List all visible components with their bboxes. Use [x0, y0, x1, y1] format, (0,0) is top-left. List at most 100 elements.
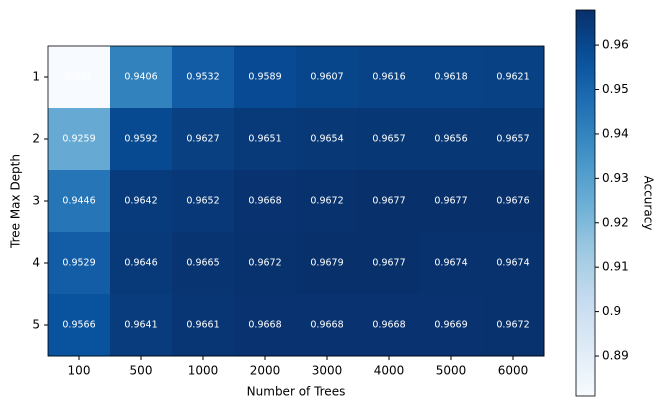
cell-value-label: 0.9676	[496, 196, 529, 207]
heatmap-cell	[358, 46, 421, 109]
heatmap-cell	[172, 108, 235, 171]
heatmap-cell	[172, 46, 235, 109]
cell-value-label: 0.9665	[186, 258, 219, 269]
heatmap-cell	[110, 294, 173, 357]
heatmap-cell	[420, 46, 483, 109]
cell-value-label: 0.9651	[248, 134, 281, 145]
heatmap-cell	[296, 170, 359, 233]
x-tick-label: 1000	[188, 364, 219, 378]
heatmap-cell	[482, 170, 545, 233]
heatmap-cell	[420, 170, 483, 233]
cell-value-label: 0.9592	[124, 134, 157, 145]
colorbar-tick-label: 0.96	[602, 38, 629, 52]
cell-value-label: 0.9657	[496, 134, 529, 145]
heatmap-cell	[110, 108, 173, 171]
cell-value-label: 0.9672	[310, 196, 343, 207]
cell-value-label: 0.9616	[372, 72, 405, 83]
cell-value-label: 0.9661	[186, 320, 219, 331]
x-axis-label: Number of Trees	[247, 385, 346, 399]
colorbar-tick-label: 0.9	[602, 304, 621, 318]
heatmap-cell	[110, 232, 173, 295]
colorbar-tick-label: 0.92	[602, 215, 629, 229]
heatmap-cell	[420, 294, 483, 357]
heatmap-cell	[172, 232, 235, 295]
colorbar-label: Accuracy	[642, 176, 656, 231]
cell-value-label: 0.9589	[248, 72, 281, 83]
x-tick-label: 2000	[250, 364, 281, 378]
heatmap-cell	[296, 294, 359, 357]
cell-value-label: 0.9259	[62, 134, 95, 145]
cell-value-label: 0.9677	[372, 196, 405, 207]
heatmap-cell	[48, 108, 111, 171]
cell-value-label: 0.9529	[62, 258, 95, 269]
heatmap-cell	[110, 46, 173, 109]
x-tick-label: 4000	[374, 364, 405, 378]
cell-value-label: 0.9652	[186, 196, 219, 207]
cell-value-label: 0.9646	[124, 258, 157, 269]
heatmap-cell	[48, 232, 111, 295]
x-tick-label: 6000	[498, 364, 529, 378]
cell-value-label: 0.9656	[434, 134, 467, 145]
heatmap-cell	[234, 170, 297, 233]
y-tick-label: 2	[32, 132, 40, 146]
cell-value-label: 0.9621	[496, 72, 529, 83]
heatmap-cell	[482, 232, 545, 295]
heatmap-cell	[358, 170, 421, 233]
cell-value-label: 0.9654	[310, 134, 343, 145]
heatmap-cell	[296, 232, 359, 295]
heatmap-cell	[420, 232, 483, 295]
colorbar-tick-label: 0.93	[602, 171, 629, 185]
y-tick-label: 1	[32, 70, 40, 84]
x-tick-label: 3000	[312, 364, 343, 378]
heatmap-cell	[48, 170, 111, 233]
cell-value-label: 0.9677	[434, 196, 467, 207]
heatmap-cell	[358, 294, 421, 357]
cell-value-label: 0.9668	[248, 320, 281, 331]
cell-value-label: 0.9406	[124, 72, 157, 83]
cell-value-label: 0.9642	[124, 196, 157, 207]
x-tick-label: 500	[130, 364, 153, 378]
cell-value-label: 0.9657	[372, 134, 405, 145]
cell-value-label: 0.9566	[62, 320, 95, 331]
y-tick-label: 3	[32, 194, 40, 208]
colorbar-tick-label: 0.95	[602, 82, 629, 96]
x-tick-label: 5000	[436, 364, 467, 378]
y-tick-label: 4	[32, 256, 40, 270]
heatmap-cell	[172, 170, 235, 233]
cell-value-label: 0.9627	[186, 134, 219, 145]
colorbar	[575, 9, 596, 397]
cell-value-label: 0.9532	[186, 72, 219, 83]
colorbar-tick-label: 0.89	[602, 349, 629, 363]
cell-value-label: 0.881	[65, 72, 92, 83]
heatmap-cell	[234, 232, 297, 295]
cell-value-label: 0.9641	[124, 320, 157, 331]
heatmap-cell	[482, 46, 545, 109]
heatmap-cell	[172, 294, 235, 357]
cell-value-label: 0.9674	[496, 258, 529, 269]
cell-value-label: 0.9668	[310, 320, 343, 331]
cell-value-label: 0.9679	[310, 258, 343, 269]
heatmap-cell	[234, 108, 297, 171]
y-tick-label: 5	[32, 318, 40, 332]
colorbar-tick-label: 0.91	[602, 260, 629, 274]
cell-value-label: 0.9677	[372, 258, 405, 269]
cell-value-label: 0.9668	[372, 320, 405, 331]
colorbar-tick-label: 0.94	[602, 126, 629, 140]
heatmap-cell	[420, 108, 483, 171]
heatmap-cell	[110, 170, 173, 233]
heatmap-cell	[358, 108, 421, 171]
x-tick-label: 100	[68, 364, 91, 378]
cell-value-label: 0.9674	[434, 258, 467, 269]
cell-value-label: 0.9607	[310, 72, 343, 83]
heatmap-cell	[482, 108, 545, 171]
heatmap-cell	[296, 108, 359, 171]
heatmap-cell	[234, 294, 297, 357]
heatmap-cell	[358, 232, 421, 295]
cell-value-label: 0.9672	[248, 258, 281, 269]
y-axis-label: Tree Max Depth	[9, 154, 23, 249]
cell-value-label: 0.9618	[434, 72, 467, 83]
cell-value-label: 0.9672	[496, 320, 529, 331]
cell-value-label: 0.9669	[434, 320, 467, 331]
heatmap-cell	[48, 46, 111, 109]
